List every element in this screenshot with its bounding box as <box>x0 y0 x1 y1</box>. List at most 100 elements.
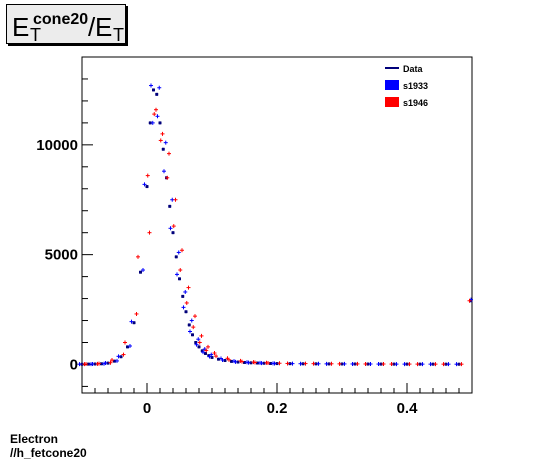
y-tick-label: 10000 <box>36 137 78 154</box>
point-s1933 <box>446 362 451 367</box>
point-data <box>210 355 214 359</box>
point-s1933 <box>189 318 194 323</box>
point-s1933 <box>103 361 108 366</box>
point-data <box>217 357 220 361</box>
point-s1933 <box>220 358 225 363</box>
point-s1946 <box>212 351 217 356</box>
point-s1933 <box>290 361 295 366</box>
point-s1946 <box>204 348 209 353</box>
point-data <box>194 340 198 344</box>
point-data <box>197 345 201 349</box>
point-s1933 <box>90 361 95 366</box>
point-s1933 <box>181 305 186 310</box>
point-s1946 <box>240 359 244 364</box>
data-points <box>77 83 473 367</box>
point-s1946 <box>145 173 150 178</box>
point-s1946 <box>110 358 114 363</box>
point-s1946 <box>197 340 202 345</box>
point-s1946 <box>389 362 394 367</box>
point-s1946 <box>147 230 152 235</box>
point-s1933 <box>246 360 251 365</box>
point-s1946 <box>381 362 386 367</box>
x-tick-label: 0 <box>143 400 151 417</box>
point-s1933 <box>77 362 82 367</box>
point-s1946 <box>329 361 334 366</box>
point-data <box>158 121 162 125</box>
point-s1946 <box>303 361 308 366</box>
footer-electron: Electron <box>10 432 59 446</box>
point-s1946 <box>108 360 113 365</box>
legend-swatch <box>385 97 399 107</box>
plot-title: E T cone20 / E T <box>6 4 126 45</box>
legend: Data s1933 s1946 <box>385 64 428 108</box>
footer-histname: //h_fetcone20 <box>10 446 87 460</box>
point-s1933 <box>324 361 329 366</box>
point-s1933 <box>196 337 201 342</box>
point-data <box>178 277 181 281</box>
x-tick-label: 0.4 <box>397 400 419 417</box>
point-s1946 <box>311 361 316 366</box>
legend-item-s1933: s1933 <box>385 80 428 91</box>
point-s1933 <box>428 362 433 367</box>
point-s1933 <box>183 289 188 294</box>
legend-label: Data <box>403 64 424 74</box>
point-s1946 <box>337 361 342 366</box>
point-s1933 <box>115 358 119 363</box>
point-data <box>184 310 188 314</box>
point-s1933 <box>342 361 347 366</box>
point-data <box>132 321 136 325</box>
title-base2: E <box>95 12 112 42</box>
point-data <box>168 204 172 208</box>
point-s1933 <box>116 354 121 359</box>
point-s1933 <box>168 226 173 231</box>
point-s1946 <box>158 138 163 143</box>
y-tick-label: 5000 <box>45 247 78 264</box>
point-s1946 <box>136 254 140 259</box>
point-s1933 <box>454 362 459 367</box>
point-s1933 <box>420 362 425 367</box>
title-sup: cone20 <box>33 11 88 28</box>
point-s1946 <box>97 361 101 366</box>
point-data <box>181 294 185 298</box>
footer: Electron //h_fetcone20 <box>10 432 87 460</box>
point-s1933 <box>149 83 153 88</box>
point-s1933 <box>175 272 179 277</box>
point-s1946 <box>180 248 184 253</box>
point-s1946 <box>355 361 360 366</box>
point-s1933 <box>150 120 155 125</box>
point-s1946 <box>285 361 290 366</box>
point-data <box>145 185 149 189</box>
point-s1933 <box>163 140 168 145</box>
point-s1946 <box>123 340 127 345</box>
point-s1933 <box>316 361 321 366</box>
point-s1933 <box>142 182 147 187</box>
point-s1933 <box>233 359 238 364</box>
point-data <box>152 88 155 92</box>
point-s1933 <box>402 362 407 367</box>
point-s1946 <box>214 354 218 359</box>
point-s1946 <box>186 285 191 290</box>
point-s1933 <box>128 344 132 349</box>
title-slash: / <box>88 12 96 42</box>
point-s1933 <box>350 361 355 366</box>
y-tick-label: 0 <box>70 356 78 373</box>
point-s1933 <box>129 319 134 324</box>
point-data <box>139 270 142 274</box>
point-s1946 <box>84 362 88 367</box>
point-s1946 <box>415 362 420 367</box>
point-s1933 <box>259 361 264 366</box>
point-s1946 <box>433 362 438 367</box>
point-s1946 <box>152 112 157 117</box>
tick-labels: 0 0.2 0.4 0 5000 10000 <box>36 137 418 417</box>
point-s1946 <box>441 362 446 367</box>
point-s1946 <box>178 268 183 273</box>
point-data <box>204 351 207 355</box>
point-s1946 <box>459 362 464 367</box>
point-data <box>191 333 194 337</box>
point-s1946 <box>121 352 126 357</box>
point-s1946 <box>160 131 165 136</box>
point-s1933 <box>176 250 181 255</box>
title-sub2: T <box>113 25 124 45</box>
point-s1933 <box>188 329 192 334</box>
point-s1946 <box>134 311 139 316</box>
